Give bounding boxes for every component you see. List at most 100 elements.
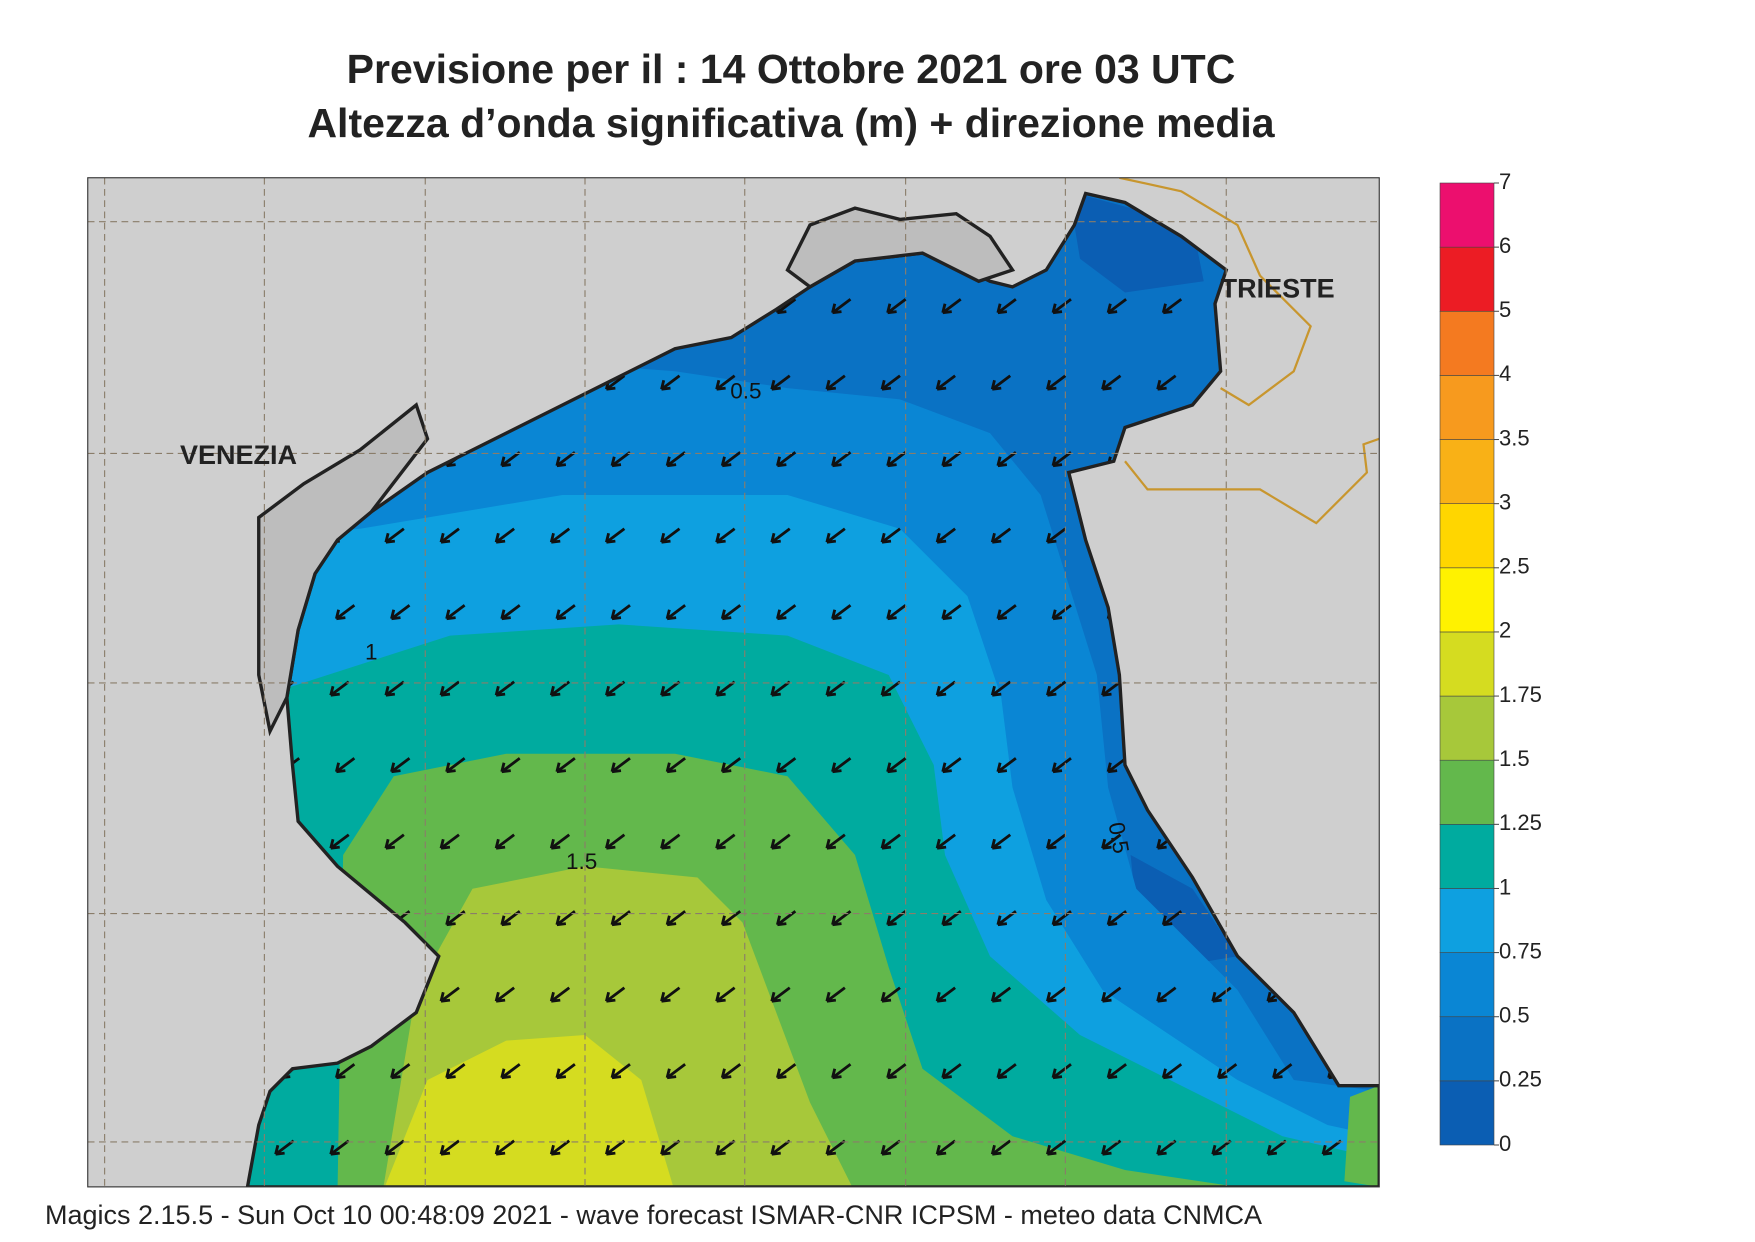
direction-arrow [500,757,521,774]
direction-arrow [941,298,962,315]
direction-arrow [776,451,797,468]
direction-arrow [715,527,736,544]
direction-arrow [610,910,631,927]
direction-arrow [880,527,901,544]
direction-arrow [1046,527,1067,544]
colorbar-swatch [1439,824,1495,889]
direction-arrow [1211,1139,1232,1156]
direction-arrow [390,757,411,774]
direction-arrow [776,910,797,927]
direction-arrow [990,833,1012,850]
direction-arrow [1046,680,1067,697]
direction-arrow [715,986,736,1003]
direction-arrow [665,910,686,927]
direction-arrow [1161,298,1183,315]
direction-arrow [555,1063,576,1080]
contour-label: 1 [365,640,378,665]
direction-arrow [665,604,686,621]
subtitle: Altezza d’onda significativa (m) + direz… [307,100,1275,146]
direction-arrow [935,374,956,391]
direction-arrow [665,451,686,468]
direction-arrow [1156,1139,1177,1156]
direction-arrow [720,910,742,927]
direction-arrow [941,604,962,621]
direction-arrow [1101,833,1122,850]
direction-arrow [665,757,686,774]
direction-arrow [715,680,736,697]
direction-arrow [941,1063,962,1080]
direction-arrow [941,451,962,468]
direction-arrow [445,1063,466,1080]
colorbar-label: 7 [1499,169,1511,194]
colorbar-swatch [1439,246,1495,312]
frame [87,177,1380,1188]
colorbar-swatch [1439,759,1495,825]
direction-arrow [990,986,1012,1003]
direction-arrow [660,1139,681,1156]
direction-arrow [770,1139,791,1156]
direction-arrow [384,833,405,850]
direction-arrow [990,680,1012,697]
lagoon [785,206,1016,289]
direction-arrow [1266,1139,1287,1156]
direction-arrow [549,986,571,1003]
band [382,1035,675,1187]
direction-arrow [825,1139,846,1156]
direction-arrow [935,986,956,1003]
direction-arrow [825,527,846,544]
colorbar-label: 1.25 [1499,810,1542,835]
direction-arrow [274,1139,295,1156]
contour-label: 0.5 [1104,820,1134,855]
direction-arrow [1321,1139,1342,1156]
direction-arrow [665,1063,686,1080]
direction-arrow [605,527,626,544]
direction-arrow [329,833,350,850]
direction-arrow [1106,1063,1127,1080]
colorbar-label: 6 [1499,233,1511,258]
direction-arrow [886,451,907,468]
direction-arrow [610,604,631,621]
direction-arrow [549,1139,571,1156]
colorbar-swatch [1439,567,1495,633]
direction-arrow [715,1139,736,1156]
direction-arrow [715,374,736,391]
direction-arrow [935,527,956,544]
city-label: VENEZIA [180,440,297,470]
direction-arrow [1046,833,1067,850]
direction-arrow [720,451,742,468]
direction-arrow [935,1139,956,1156]
direction-arrow [660,527,681,544]
colorbar-label: 3 [1499,489,1511,514]
colorbar-swatch [1439,1080,1495,1146]
colorbar-swatch [1439,1016,1495,1082]
direction-arrow [549,680,571,697]
colorbar-swatch [1439,310,1495,376]
direction-arrow [500,451,521,468]
colorbar-label: 1 [1499,874,1511,899]
direction-arrow [1051,604,1072,621]
direction-arrow [990,374,1012,391]
direction-arrow [335,1063,356,1080]
direction-arrow [555,604,576,621]
direction-arrow [660,833,681,850]
direction-arrow [720,604,742,621]
colorbar-swatch [1439,888,1495,953]
direction-arrow [1106,298,1127,315]
direction-arrow [1101,680,1122,697]
direction-arrow [886,604,907,621]
direction-arrow [825,833,846,850]
direction-arrow [776,604,797,621]
direction-arrow [555,451,576,468]
colorbar-label: 2 [1499,618,1511,643]
direction-arrow [329,680,350,697]
direction-arrow [715,833,736,850]
lagoon [257,402,430,737]
direction-arrow [831,298,852,315]
colorbar-label: 3.5 [1499,425,1530,450]
direction-arrow [384,1139,405,1156]
direction-arrow [1046,374,1067,391]
direction-arrow [831,757,852,774]
direction-arrow [335,604,356,621]
direction-arrow [610,757,631,774]
contour-label: 1.5 [566,849,597,874]
